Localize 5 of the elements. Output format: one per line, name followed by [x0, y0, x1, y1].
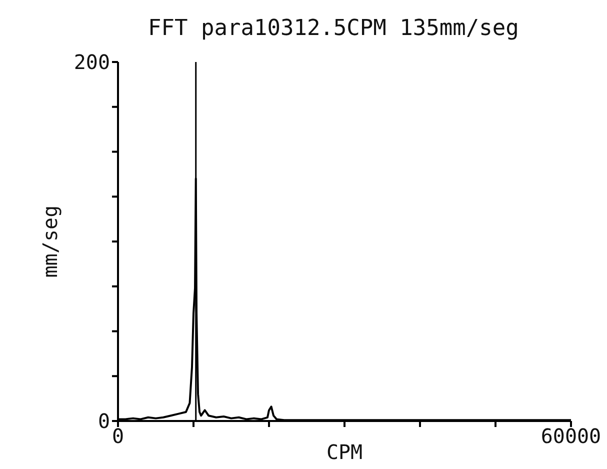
y-axis-title: mm/seg — [38, 205, 62, 278]
chart-title: FFT para10312.5CPM 135mm/seg — [148, 16, 519, 41]
x-tick-label: 60000 — [540, 424, 602, 448]
x-axis-title: CPM — [326, 440, 363, 464]
y-tick-label: 200 — [74, 50, 110, 74]
